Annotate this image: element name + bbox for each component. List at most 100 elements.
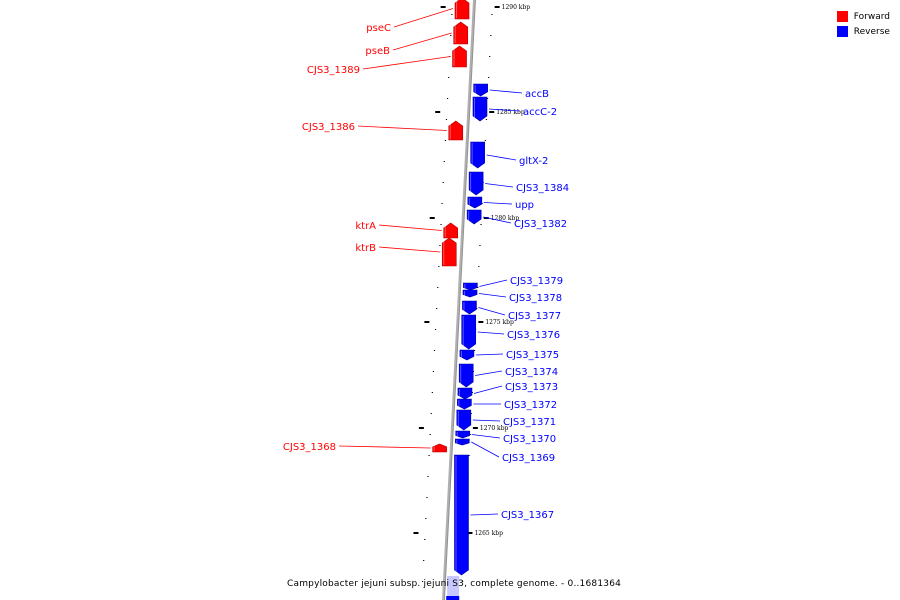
minor-tick xyxy=(432,371,435,372)
minor-tick xyxy=(478,266,480,267)
ruler-label: 1290 kbp xyxy=(502,4,531,11)
minor-tick xyxy=(433,350,436,351)
minor-tick xyxy=(473,350,476,351)
minor-tick xyxy=(461,581,464,582)
ruler-label: 1265 kbp xyxy=(474,530,503,537)
gene-cjs3-1373[interactable] xyxy=(457,387,473,400)
gene-ktrb[interactable] xyxy=(441,237,457,267)
gene-cjs3-1378[interactable] xyxy=(462,289,478,298)
gene-label[interactable]: CJS3_1374 xyxy=(505,367,558,378)
legend-item-forward: Forward xyxy=(836,9,890,24)
backbone-line xyxy=(442,0,475,600)
gene-connector xyxy=(478,293,507,298)
gene-cjs3-1369[interactable] xyxy=(455,438,470,446)
minor-tick xyxy=(477,287,479,288)
gene-connector xyxy=(392,32,452,51)
gene-label[interactable]: gltX-2 xyxy=(519,156,548,167)
gene-cjs3-1376[interactable] xyxy=(461,314,477,350)
gene-ktra[interactable] xyxy=(443,222,459,239)
gene-label[interactable]: CJS3_1368 xyxy=(283,442,336,453)
gene-connector xyxy=(378,224,442,231)
gene-gltx-2[interactable] xyxy=(470,141,485,169)
gene-cjs3-1377[interactable] xyxy=(462,300,477,315)
gene-label[interactable]: ktrB xyxy=(355,243,376,254)
gene-cjs3-1382[interactable] xyxy=(466,209,482,225)
gene-label[interactable]: upp xyxy=(515,200,534,211)
minor-tick xyxy=(440,224,442,225)
gene-label[interactable]: CJS3_1367 xyxy=(501,510,554,521)
gene-cjs3-1384[interactable] xyxy=(468,171,484,196)
gene-cjs3-1367[interactable] xyxy=(454,454,469,576)
ruler-label: 1275 kbp xyxy=(485,319,514,326)
gene-cjs3-1379[interactable] xyxy=(463,282,478,291)
gene-cjs3-1370[interactable] xyxy=(455,430,471,439)
gene-label[interactable]: CJS3_1371 xyxy=(503,417,556,428)
ruler-label: 1270 kbp xyxy=(480,425,509,432)
minor-tick xyxy=(428,455,430,456)
gene-label[interactable]: CJS3_1376 xyxy=(507,330,560,341)
gene-cjs3-1375[interactable] xyxy=(459,349,475,361)
gene-label[interactable]: CJS3_1369 xyxy=(502,453,555,464)
gene-cjs3-1371[interactable] xyxy=(456,409,472,431)
gene-connector xyxy=(357,125,447,131)
minor-tick xyxy=(423,560,425,561)
major-tick xyxy=(418,427,424,429)
minor-tick xyxy=(445,119,448,120)
backbone-shadow xyxy=(443,0,476,600)
gene-connector xyxy=(475,370,503,376)
gene-label[interactable]: CJS3_1378 xyxy=(509,293,562,304)
major-tick xyxy=(489,111,495,113)
minor-tick xyxy=(448,77,450,78)
gene-accc-2[interactable] xyxy=(472,96,488,122)
gene-connector xyxy=(488,108,521,112)
minor-tick xyxy=(438,266,440,267)
gene-label[interactable]: ktrA xyxy=(355,221,376,232)
gene-label[interactable]: CJS3_1377 xyxy=(508,311,561,322)
gene-label[interactable]: accC-2 xyxy=(523,107,557,118)
legend-label-reverse: Reverse xyxy=(853,26,890,37)
gene-label[interactable]: CJS3_1372 xyxy=(504,400,557,411)
legend-item-reverse: Reverse xyxy=(836,24,890,39)
gene-psec[interactable] xyxy=(454,0,470,20)
gene-label[interactable]: CJS3_1370 xyxy=(503,434,556,445)
gene-label[interactable]: CJS3_1386 xyxy=(302,122,355,133)
gene-accb[interactable] xyxy=(473,83,488,97)
minor-tick xyxy=(430,413,432,414)
gene-cjs3-1386[interactable] xyxy=(448,120,464,141)
gene-label[interactable]: CJS3_1384 xyxy=(516,183,569,194)
gene-label[interactable]: CJS3_1373 xyxy=(505,382,558,393)
gene-label[interactable]: CJS3_1375 xyxy=(506,350,559,361)
ruler-ticks: 1290 kbp 1285 kbp 1280 kbp 1275 kbp 1270 kbp… xyxy=(413,4,531,582)
minor-tick xyxy=(470,413,472,414)
gene-cjs3-1374[interactable] xyxy=(458,363,474,388)
minor-tick xyxy=(435,329,437,330)
gene-pseb[interactable] xyxy=(453,21,469,45)
minor-tick xyxy=(421,581,424,582)
gene-connector xyxy=(473,385,503,394)
minor-tick xyxy=(490,35,492,36)
minor-tick xyxy=(442,182,444,183)
gene-label[interactable]: pseC xyxy=(366,23,391,34)
gene-cjs3-1389[interactable] xyxy=(452,45,467,68)
ruler-label: 1280 kbp xyxy=(491,215,520,222)
gene-cjs3-1368[interactable] xyxy=(432,443,447,453)
gene-connector xyxy=(471,441,500,458)
gene-features xyxy=(432,0,488,600)
minor-tick xyxy=(426,497,428,498)
legend-swatch-reverse xyxy=(836,26,848,37)
gene-label[interactable]: CJS3_1389 xyxy=(307,65,360,76)
gene-label[interactable]: CJS3_1382 xyxy=(514,219,567,230)
gene-label[interactable]: pseB xyxy=(365,46,390,57)
gene-label[interactable]: CJS3_1379 xyxy=(510,276,563,287)
minor-tick xyxy=(480,224,482,225)
gene-connector xyxy=(485,183,514,188)
gene-label[interactable]: accB xyxy=(525,89,549,100)
legend-swatch-forward xyxy=(836,11,848,22)
minor-tick xyxy=(437,287,439,288)
minor-tick xyxy=(491,14,493,15)
ruler-label: 1285 kbp xyxy=(496,109,525,116)
major-tick xyxy=(440,6,446,8)
gene-cjs3-1372[interactable] xyxy=(457,398,472,410)
gene-upp[interactable] xyxy=(467,196,483,209)
